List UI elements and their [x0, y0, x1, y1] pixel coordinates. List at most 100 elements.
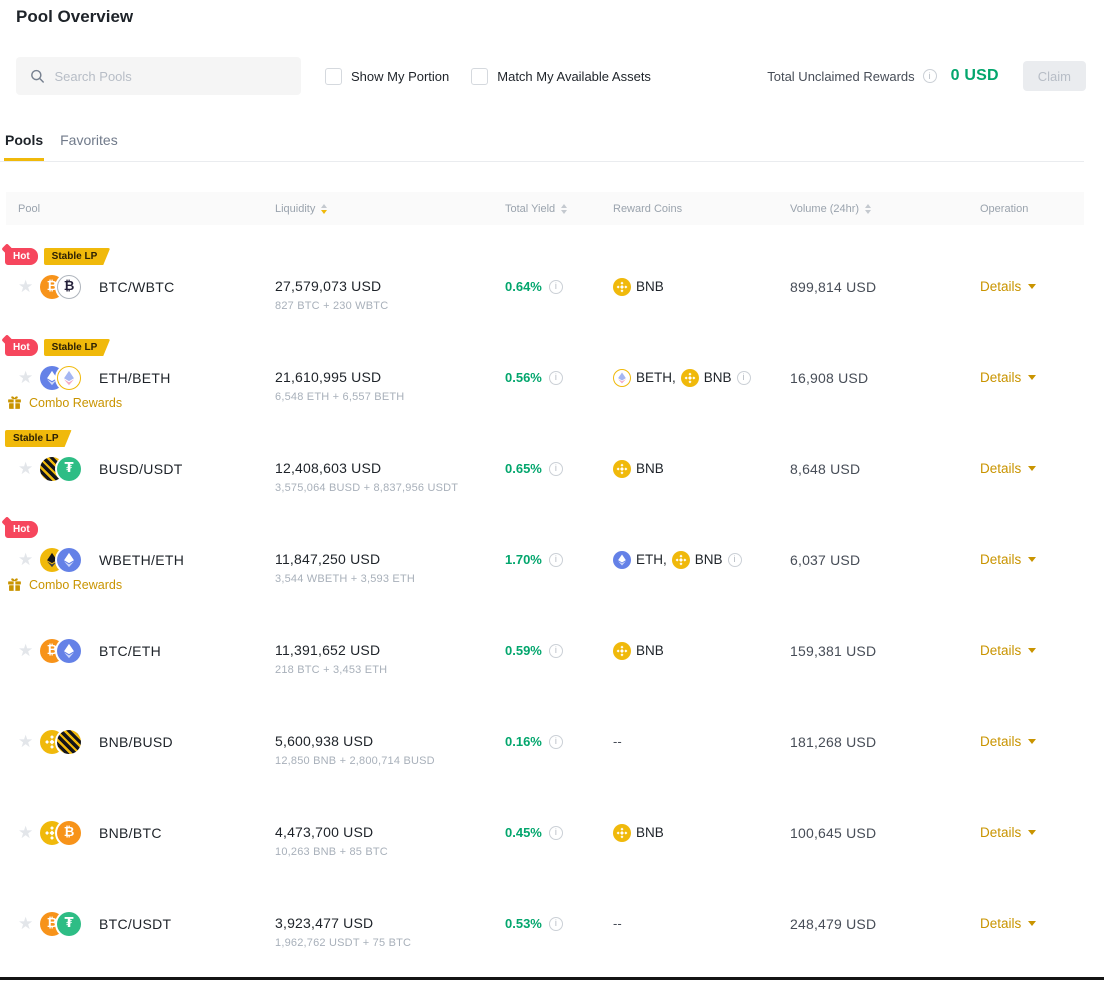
sort-arrows-icon [865, 203, 872, 214]
favorite-star-icon[interactable]: ★ [18, 914, 34, 933]
page-title: Pool Overview [16, 7, 134, 26]
details-button[interactable]: Details [980, 461, 1037, 476]
liquidity-composition: 3,544 WBETH + 3,593 ETH [275, 572, 416, 585]
column-header-volume-24hr-[interactable]: Volume (24hr) [790, 203, 980, 215]
favorite-star-icon[interactable]: ★ [18, 641, 34, 660]
liquidity-cell: 4,473,700 USD 10,263 BNB + 85 BTC [275, 824, 505, 858]
search-box[interactable] [16, 57, 301, 95]
reward-coins-cell: ETH, BNB i [613, 550, 790, 569]
pool-cell: Hot Stable LP ★ ₿ ₿ BTC/WBTC [5, 241, 275, 332]
details-button[interactable]: Details [980, 369, 1037, 385]
info-icon[interactable]: i [548, 734, 563, 749]
pool-cell: ★ BNB/BUSD [6, 696, 275, 787]
tab-pools[interactable]: Pools [4, 132, 45, 161]
bnb-coin-icon [613, 459, 631, 478]
liquidity-value: 27,579,073 USD [275, 277, 382, 294]
details-button[interactable]: Details [980, 733, 1037, 749]
column-header-operation: Operation [980, 203, 1084, 215]
show-my-portion-checkbox[interactable] [325, 67, 342, 85]
eth-coin-icon [613, 550, 631, 569]
caret-down-icon [1028, 647, 1037, 653]
details-label: Details [980, 733, 1022, 749]
column-header-total-yield[interactable]: Total Yield [505, 203, 613, 215]
caret-down-icon [1028, 556, 1037, 562]
details-button[interactable]: Details [980, 916, 1037, 931]
info-icon[interactable]: i [548, 279, 563, 294]
table-row: ★ ₿ BNB/BTC 4,473,700 USD 10,263 BNB + 8… [6, 787, 1084, 878]
pool-cell: Hot Stable LP ★ ETH/BETH Combo Rewards [5, 332, 275, 423]
column-header-liquidity[interactable]: Liquidity [275, 203, 505, 215]
details-label: Details [980, 369, 1022, 385]
wbtc-coin-icon: ₿ [57, 274, 81, 299]
search-input[interactable] [54, 68, 287, 84]
stable-lp-badge: Stable LP [44, 339, 111, 356]
bnb-coin-icon [680, 368, 699, 387]
info-icon[interactable]: i [548, 461, 563, 476]
info-icon[interactable]: i [922, 69, 937, 83]
pool-cell: ★ ₿ BNB/BTC [6, 787, 275, 878]
total-yield-value: 0.64% [505, 279, 542, 294]
tab-favorites[interactable]: Favorites [60, 132, 118, 148]
favorite-star-icon[interactable]: ★ [18, 550, 34, 569]
liquidity-cell: 11,391,652 USD 218 BTC + 3,453 ETH [275, 642, 505, 676]
reward-coins-cell: -- [613, 734, 790, 749]
info-icon[interactable]: i [548, 916, 563, 931]
reward-coins-cell: -- [613, 916, 790, 931]
operation-cell: Details [980, 915, 1084, 933]
info-icon[interactable]: i [548, 643, 563, 658]
reward-coin-label: BNB [636, 643, 664, 658]
stable-lp-badge: Stable LP [44, 248, 111, 265]
sort-arrows-icon [561, 203, 568, 214]
info-icon[interactable]: i [548, 825, 563, 840]
info-icon[interactable]: i [548, 552, 563, 567]
operation-cell: Details [980, 460, 1084, 478]
favorite-star-icon[interactable]: ★ [18, 277, 34, 296]
toolbar: Show My Portion Match My Available Asset… [16, 57, 1086, 95]
favorite-star-icon[interactable]: ★ [18, 368, 34, 387]
search-icon [31, 69, 44, 83]
gift-icon [8, 578, 21, 591]
info-icon[interactable]: i [548, 370, 563, 385]
operation-cell: Details [980, 642, 1084, 660]
total-yield-value: 0.65% [505, 461, 542, 476]
claim-button[interactable]: Claim [1022, 61, 1086, 91]
details-label: Details [980, 642, 1022, 658]
reward-coins-cell: BNB [613, 459, 790, 478]
details-button[interactable]: Details [980, 279, 1037, 294]
match-assets-checkbox[interactable] [471, 67, 489, 85]
total-yield-cell: 0.64% i [505, 279, 613, 294]
reward-coin-label: BNB [636, 825, 664, 840]
caret-down-icon [1028, 465, 1037, 471]
pool-name: BNB/BTC [99, 824, 162, 841]
eth-coin-icon [57, 547, 81, 572]
show-my-portion-checkbox-group[interactable]: Show My Portion [325, 67, 449, 85]
reward-coins-cell: BETH, BNB i [613, 368, 790, 387]
unclaimed-rewards-area: Total Unclaimed Rewards i 0 USD Claim [767, 61, 1086, 91]
caret-down-icon [1028, 738, 1037, 744]
operation-cell: Details [980, 551, 1084, 569]
reward-coin-label: BETH, [636, 370, 676, 385]
volume-value: 181,268 USD [790, 733, 877, 750]
match-assets-checkbox-group[interactable]: Match My Available Assets [471, 67, 651, 85]
info-icon[interactable]: i [727, 552, 742, 567]
details-button[interactable]: Details [980, 552, 1037, 567]
combo-rewards-label: Combo Rewards [29, 577, 123, 592]
volume-value: 159,381 USD [790, 642, 877, 659]
favorite-star-icon[interactable]: ★ [18, 823, 34, 842]
tabs: Pools Favorites [0, 132, 1084, 162]
sort-arrows-icon [321, 203, 328, 214]
column-header-reward-coins: Reward Coins [613, 203, 790, 215]
bnb-coin-icon [613, 277, 631, 296]
favorite-star-icon[interactable]: ★ [18, 459, 34, 478]
operation-cell: Details [980, 824, 1084, 842]
info-icon[interactable]: i [736, 370, 751, 385]
badge-list: Hot Stable LP [5, 248, 110, 265]
caret-down-icon [1028, 374, 1037, 380]
pool-name: BNB/BUSD [99, 733, 173, 750]
details-button[interactable]: Details [980, 825, 1037, 840]
stable-lp-badge: Stable LP [5, 430, 72, 447]
total-yield-value: 0.56% [505, 370, 542, 385]
details-button[interactable]: Details [980, 642, 1037, 658]
favorite-star-icon[interactable]: ★ [18, 732, 34, 751]
volume-value: 100,645 USD [790, 824, 877, 841]
